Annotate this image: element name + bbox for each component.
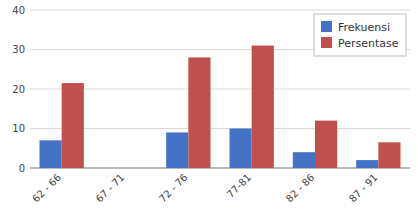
bars	[40, 46, 401, 168]
x-tick-label: 82 - 86	[284, 172, 317, 205]
legend-label: Persentase	[338, 37, 399, 50]
bar	[293, 152, 315, 168]
bar	[103, 168, 125, 169]
bar	[188, 57, 210, 168]
y-tick-label: 30	[12, 44, 25, 55]
legend-label: Frekuensi	[338, 21, 390, 34]
x-axis: 62 - 66 67 - 71 72 - 76 77-81 82 - 86 87 - 91	[30, 172, 379, 205]
x-tick-label: 87 - 91	[347, 172, 380, 205]
legend: Frekuensi Persentase	[314, 14, 406, 56]
y-tick-label: 40	[12, 5, 25, 16]
bar	[315, 121, 337, 168]
x-tick-label: 72 - 76	[157, 172, 190, 205]
y-tick-label: 0	[19, 163, 25, 174]
bar	[378, 142, 400, 168]
bar	[62, 83, 84, 168]
grid-line	[30, 10, 410, 11]
legend-swatch	[321, 37, 332, 48]
chart: 0 10 20 30 40 62 - 66 67 - 71 72 - 76 77-81 82 - …	[0, 0, 418, 214]
grid-line	[30, 89, 410, 90]
x-tick-label: 77-81	[225, 172, 253, 200]
y-axis: 0 10 20 30 40	[12, 5, 410, 174]
bar	[125, 168, 147, 169]
bar	[166, 132, 188, 168]
y-tick-label: 10	[12, 123, 25, 134]
chart-container: 0 10 20 30 40 62 - 66 67 - 71 72 - 76 77-81 82 - …	[0, 0, 418, 214]
y-tick-label: 20	[12, 84, 25, 95]
grid-line	[30, 168, 410, 169]
legend-box	[314, 14, 406, 56]
bar	[40, 140, 62, 168]
bar	[252, 46, 274, 168]
bar	[356, 160, 378, 168]
legend-swatch	[321, 21, 332, 32]
x-tick-label: 62 - 66	[30, 172, 63, 205]
x-axis-line	[30, 168, 410, 169]
x-tick-label: 67 - 71	[94, 172, 127, 205]
grid-line	[30, 128, 410, 129]
bar	[230, 129, 252, 169]
